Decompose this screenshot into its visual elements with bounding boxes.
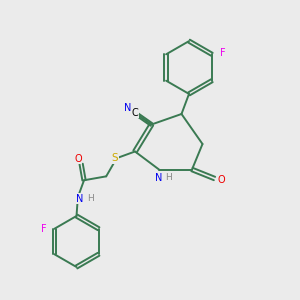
Text: C: C bbox=[132, 108, 138, 118]
Text: F: F bbox=[41, 224, 47, 234]
Text: O: O bbox=[74, 154, 82, 164]
Text: N: N bbox=[155, 173, 163, 183]
Text: O: O bbox=[217, 175, 225, 185]
Text: S: S bbox=[112, 153, 119, 163]
Text: N: N bbox=[76, 194, 83, 204]
Text: N: N bbox=[124, 103, 131, 112]
Text: F: F bbox=[220, 48, 226, 58]
Text: H: H bbox=[165, 173, 171, 182]
Text: H: H bbox=[87, 194, 94, 203]
